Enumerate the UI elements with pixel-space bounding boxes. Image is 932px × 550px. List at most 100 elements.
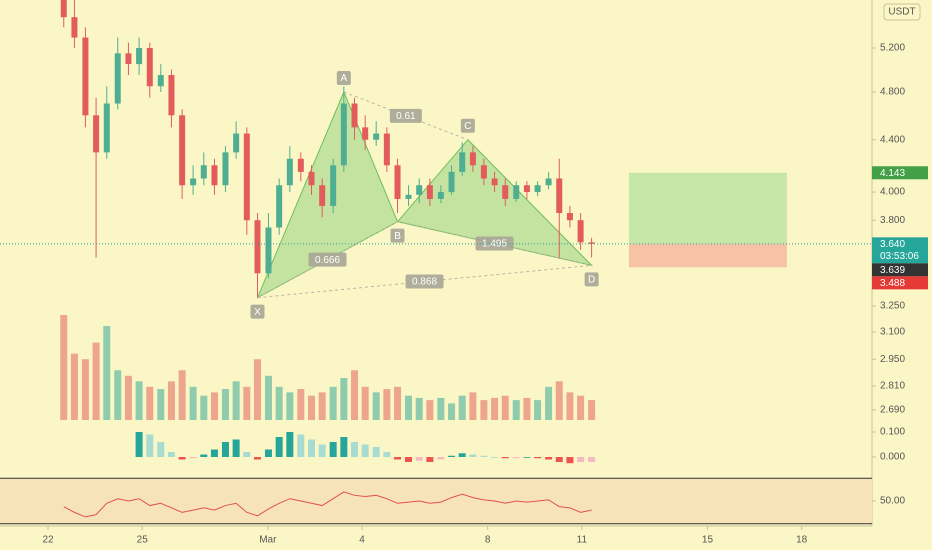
point-label-box <box>390 228 405 243</box>
volume-bar <box>534 400 542 420</box>
volume-bar <box>329 386 337 420</box>
macd-bar <box>405 457 413 462</box>
rsi-band <box>0 478 872 524</box>
macd-bar <box>146 434 154 457</box>
macd-bar <box>329 442 337 457</box>
volume-bar <box>577 395 585 420</box>
volume-bar <box>135 381 143 420</box>
ratio-label: 0.61 <box>396 111 416 122</box>
currency-box[interactable] <box>883 3 921 21</box>
candle-body <box>491 178 498 186</box>
candle-body <box>297 158 304 172</box>
candle-body <box>545 178 552 186</box>
volume-bar <box>566 392 574 420</box>
position-loss <box>628 243 787 268</box>
volume-bar <box>232 381 240 420</box>
candle-body <box>308 171 315 186</box>
ratio-label-box <box>405 274 444 289</box>
macd-bar <box>555 457 563 462</box>
macd-bar <box>469 454 477 457</box>
point-label-box <box>250 304 265 319</box>
macd-bar <box>135 432 143 457</box>
candle-body <box>71 17 78 38</box>
position-profit <box>628 172 787 244</box>
volume-bar <box>318 392 326 420</box>
macd-bar <box>394 457 402 460</box>
volume-bar <box>200 395 208 420</box>
candle-body <box>103 103 110 153</box>
candle-body <box>566 213 573 221</box>
y-tick-label: 5.200 <box>880 43 905 54</box>
volume-bar <box>351 370 359 420</box>
macd-bar <box>210 449 218 457</box>
price-label-box <box>872 276 928 290</box>
candle-body <box>480 165 487 179</box>
candle-body <box>222 152 229 186</box>
candle-body <box>351 103 358 128</box>
ratio-label-box <box>475 236 514 251</box>
point-label-box <box>584 272 599 287</box>
macd-bar <box>512 457 520 459</box>
price-label-box <box>872 263 928 277</box>
macd-bar <box>448 455 456 457</box>
volume-bar <box>178 370 186 420</box>
ratio-label: 1.495 <box>482 239 507 250</box>
volume-bar <box>253 359 261 420</box>
macd-bar <box>437 457 445 460</box>
candle-body <box>459 152 466 172</box>
volume-bar <box>458 395 466 420</box>
macd-tick-label: 0.000 <box>880 452 905 463</box>
macd-bar <box>167 452 175 457</box>
candle-body <box>534 185 541 193</box>
volume-bar <box>60 315 68 420</box>
volume-bar <box>501 395 509 420</box>
volume-bar <box>361 386 369 420</box>
macd-bar <box>480 455 488 457</box>
volume-bar <box>286 392 294 420</box>
candle-body <box>588 242 595 244</box>
point-label: A <box>341 73 348 84</box>
macd-bar <box>157 442 165 457</box>
volume-bar <box>243 386 251 420</box>
y-tick-label: 2.810 <box>880 381 905 392</box>
volume-bar <box>588 400 596 420</box>
y-tick-label: 4.000 <box>880 187 905 198</box>
volume-bar <box>383 389 391 420</box>
price-label-box <box>872 237 928 264</box>
countdown-label: 03:53:06 <box>880 251 919 262</box>
volume-bar <box>157 389 165 420</box>
macd-bar <box>351 442 359 457</box>
x-tick-label: 8 <box>485 535 491 546</box>
macd-bar <box>523 457 531 458</box>
candle-body <box>448 171 455 193</box>
x-tick-label: 15 <box>702 535 714 546</box>
volume-bar <box>437 397 445 420</box>
ratio-line <box>257 264 592 299</box>
x-tick-label: 22 <box>42 535 54 546</box>
macd-bar <box>566 457 574 464</box>
point-label: D <box>588 275 595 286</box>
macd-bar <box>458 453 466 457</box>
x-tick-label: Mar <box>259 535 277 546</box>
candle-body <box>276 185 283 228</box>
macd-bar <box>361 444 369 457</box>
volume-bar <box>426 400 434 420</box>
volume-bar <box>124 375 132 420</box>
candle-body <box>502 185 509 199</box>
candle-body <box>243 133 250 221</box>
macd-bar <box>491 457 499 458</box>
rsi-tick-label: 50.00 <box>880 496 905 507</box>
candle-body <box>437 192 444 199</box>
candle-body <box>373 133 380 140</box>
candle-body <box>254 220 261 274</box>
candle-body <box>330 165 337 206</box>
macd-bar <box>588 457 596 462</box>
candle-body <box>168 75 175 116</box>
candle-body <box>157 75 164 87</box>
macd-bar <box>426 457 434 462</box>
volume-bar <box>297 389 305 420</box>
candle-body <box>211 165 218 186</box>
volume-bar <box>415 397 423 420</box>
